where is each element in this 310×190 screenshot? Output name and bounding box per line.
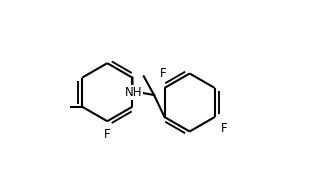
Text: F: F bbox=[160, 67, 167, 80]
Text: NH: NH bbox=[125, 86, 142, 99]
Text: F: F bbox=[104, 128, 111, 141]
Text: F: F bbox=[221, 122, 228, 135]
